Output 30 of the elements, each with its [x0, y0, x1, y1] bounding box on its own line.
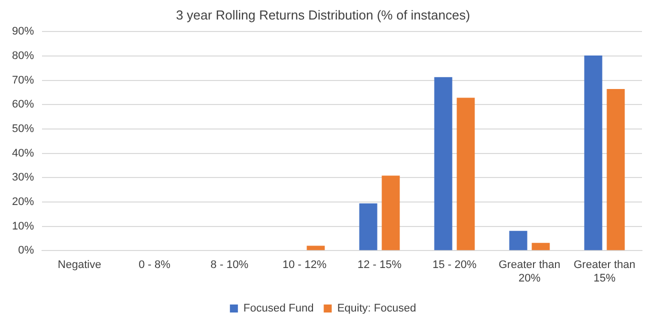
y-tick-label: 30%	[12, 172, 34, 184]
x-tick-label: Negative	[58, 259, 102, 272]
x-tick-label: 15 - 20%	[432, 259, 477, 272]
bar	[434, 77, 452, 250]
bar	[584, 55, 602, 250]
y-tick-label: 50%	[12, 122, 34, 135]
y-tick-label: 90%	[12, 26, 34, 38]
bar	[382, 176, 400, 250]
y-tick-label: 0%	[18, 244, 34, 257]
y-tick-label: 40%	[12, 147, 34, 160]
chart-title: 3 year Rolling Returns Distribution (% of instances)	[176, 7, 470, 22]
legend-label: Focused Fund	[243, 302, 314, 315]
legend-label: Equity: Focused	[337, 302, 416, 315]
y-tick-label: 10%	[12, 220, 34, 232]
y-tick-label: 70%	[12, 74, 34, 86]
bar	[606, 89, 625, 250]
x-tick-label: 12 - 15%	[357, 259, 402, 272]
bar	[306, 246, 325, 250]
x-tick-label: 8 - 10%	[210, 259, 249, 272]
bar	[532, 242, 550, 250]
y-tick-label: 20%	[12, 196, 34, 208]
bar	[456, 98, 475, 250]
bar	[509, 230, 528, 250]
bar	[359, 203, 378, 250]
y-tick-label: 80%	[12, 50, 34, 62]
x-tick-label: Greater than 20%	[498, 259, 560, 284]
y-tick-label: 60%	[12, 98, 34, 111]
x-tick-label: Greater than 15%	[574, 259, 636, 284]
x-tick-label: 10 - 12%	[282, 259, 327, 272]
x-tick-label: 0 - 8%	[138, 259, 171, 272]
